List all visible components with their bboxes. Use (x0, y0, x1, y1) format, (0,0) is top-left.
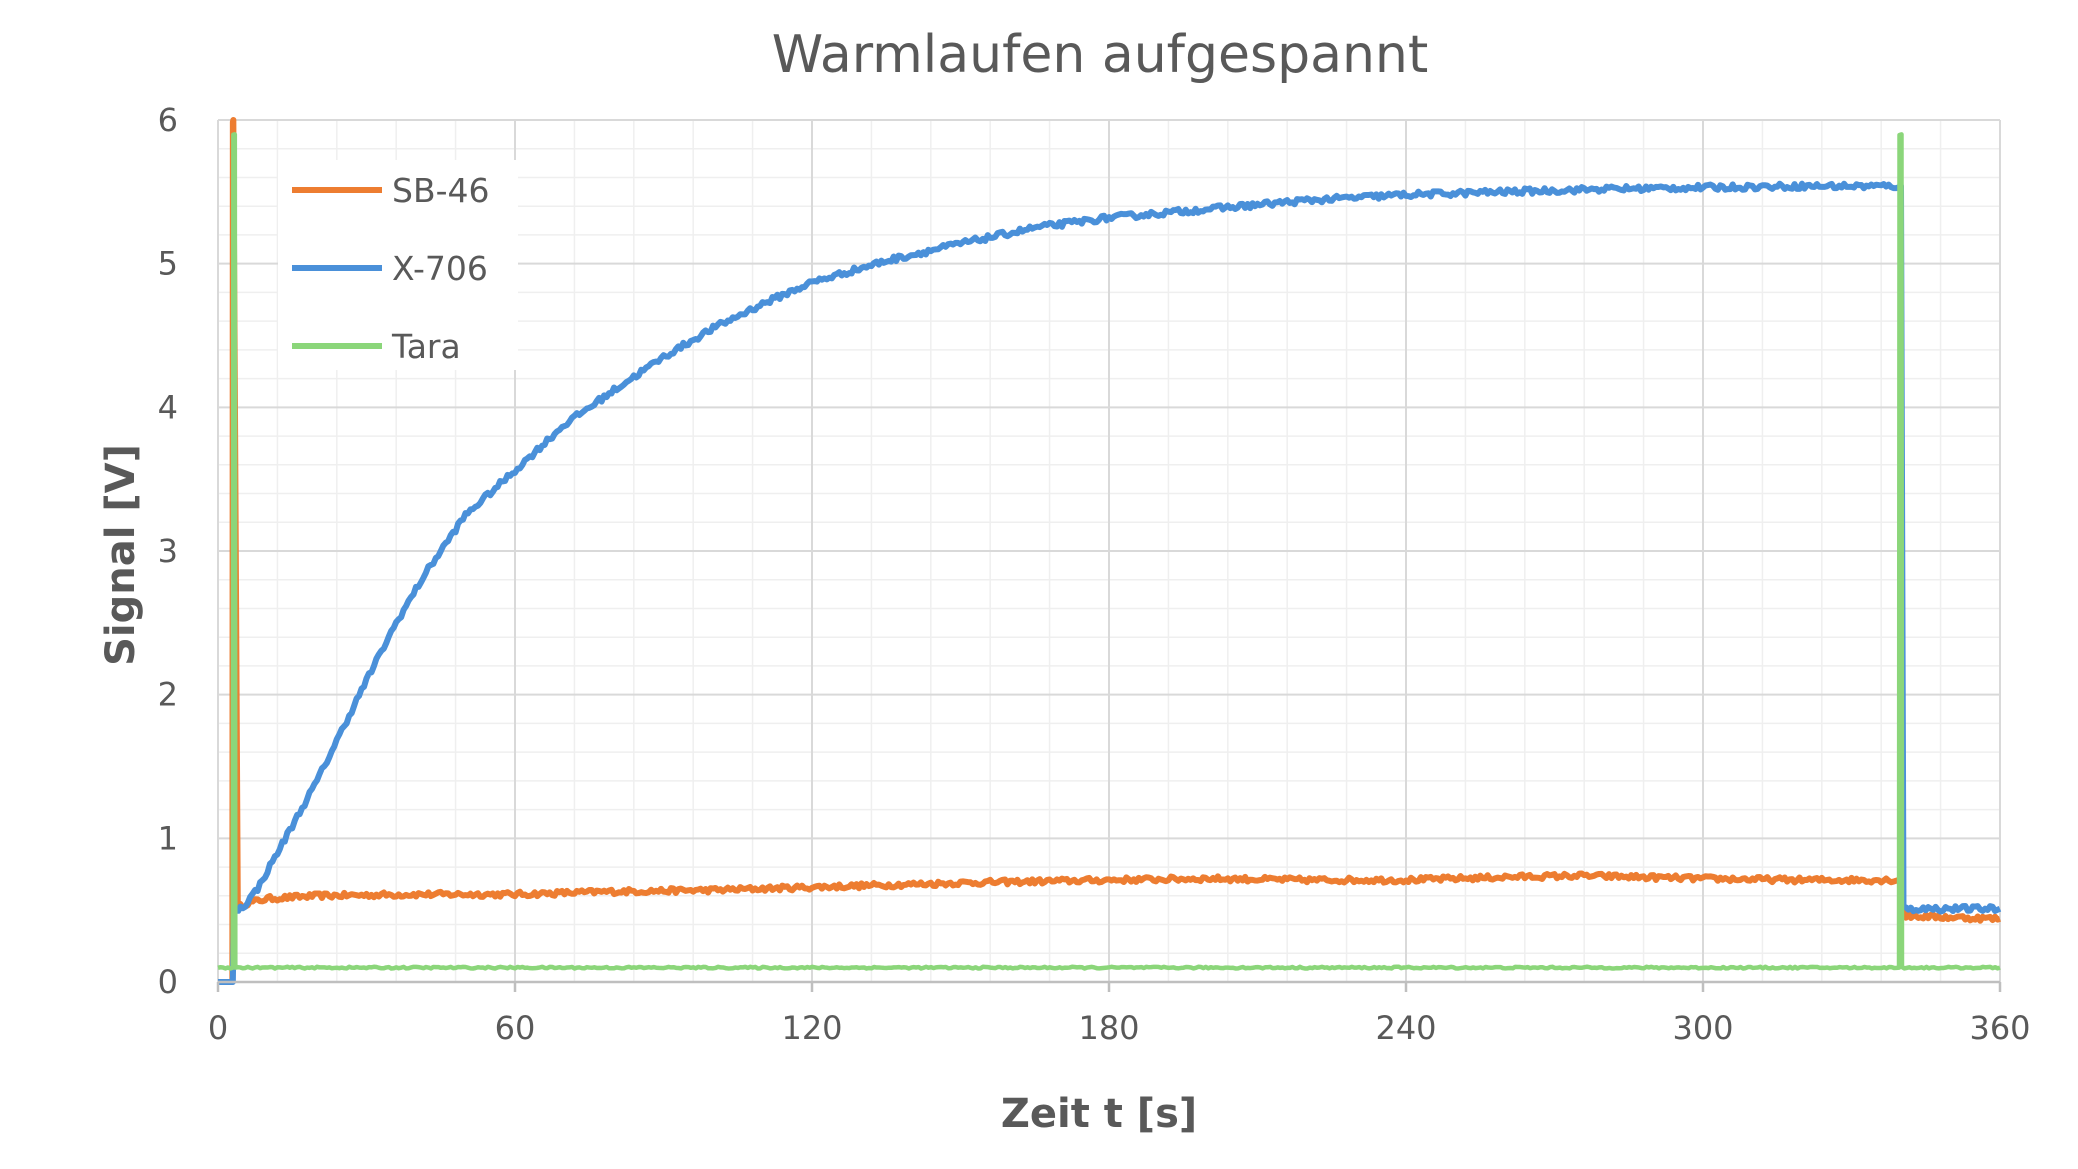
y-tick-label: 6 (158, 101, 178, 139)
series-lines (217, 117, 2002, 985)
x-tick-label: 240 (1375, 1009, 1436, 1047)
series-line-x-706 (217, 180, 2002, 985)
y-tick-label: 4 (158, 388, 178, 426)
x-tick-label: 60 (495, 1009, 536, 1047)
x-tick-label: 300 (1672, 1009, 1733, 1047)
plot-area: 0 60 120 180 240 300 360 0 1 2 3 4 5 6 (158, 101, 2031, 1047)
x-tick-label: 360 (1969, 1009, 2030, 1047)
y-axis-title: Signal [V] (98, 444, 144, 666)
y-tick-label: 3 (158, 532, 178, 570)
series-line-tara (217, 132, 2001, 971)
legend-label: X-706 (392, 249, 488, 288)
legend-label: Tara (391, 327, 461, 366)
y-tick-label: 2 (158, 676, 178, 714)
y-axis-ticks: 0 1 2 3 4 5 6 (158, 101, 178, 1001)
x-axis-ticks: 0 60 120 180 240 300 360 (208, 982, 2031, 1047)
y-tick-label: 1 (158, 819, 178, 857)
chart-title: Warmlaufen aufgespannt (772, 25, 1429, 85)
legend: SB-46 X-706 Tara (278, 160, 518, 370)
y-tick-label: 0 (158, 963, 178, 1001)
x-tick-label: 120 (781, 1009, 842, 1047)
x-axis-title: Zeit t [s] (1001, 1091, 1197, 1137)
x-tick-label: 0 (208, 1009, 228, 1047)
series-line-sb-46 (217, 117, 2001, 985)
x-tick-label: 180 (1078, 1009, 1139, 1047)
legend-label: SB-46 (392, 171, 490, 210)
y-tick-label: 5 (158, 245, 178, 283)
